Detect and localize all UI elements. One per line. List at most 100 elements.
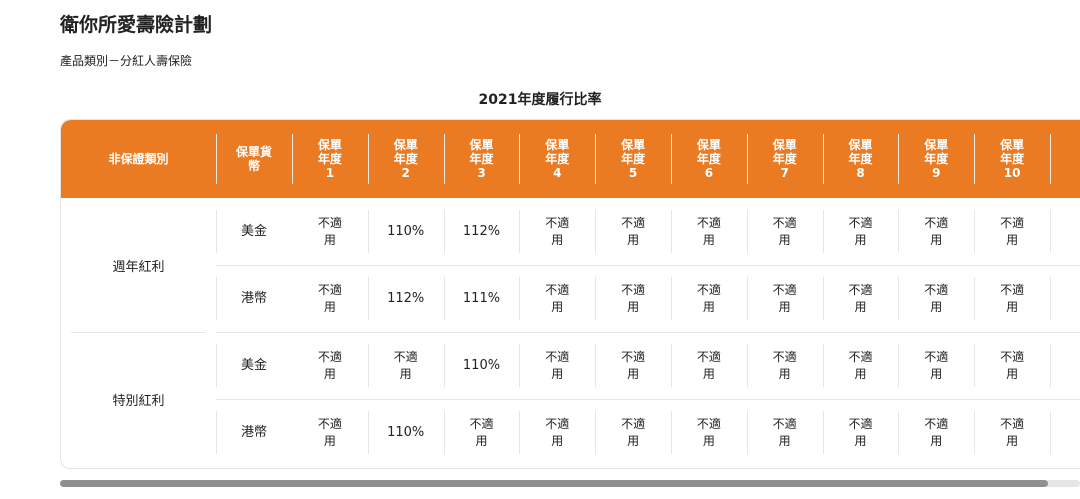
header-year-number: 9 [932,166,941,180]
not-applicable-text: 不適用 [1000,215,1025,247]
not-applicable-cell: 不適用 [747,399,823,466]
not-applicable-text: 不適用 [1000,349,1025,381]
not-applicable-text: 不適用 [621,282,646,314]
not-applicable-cell: 不適用 [671,399,747,466]
column-separator [671,210,672,253]
header-separator [671,134,672,184]
column-separator [898,411,900,454]
column-separator [519,411,521,454]
not-applicable-cell: 不適用 [292,198,368,265]
column-separator [367,210,369,253]
not-applicable-text: 不適用 [469,416,494,448]
group-label-0: 週年紅利 [112,259,165,275]
not-applicable-cell: 不適用 [898,332,974,399]
not-applicable-cell: 不適用 [974,265,1050,332]
column-separator [671,411,672,454]
not-applicable-cell: 不適用 [368,332,444,399]
ratio-cell: 110% [462,358,501,373]
header-year-number: 6 [704,166,714,180]
horizontal-scrollbar-thumb[interactable] [60,480,1048,487]
column-separator [1050,277,1051,320]
header-year-number: 7 [780,166,789,180]
header-policy-year-3: 保單 年度 3 [444,120,520,198]
not-applicable-text: 不適用 [545,416,570,448]
header-year-line1: 保單 [469,138,494,152]
fulfillment-ratio-table: 非保證類別 保單貨幣保單 年度 1 保單 年度 2 保單 年度 3 保單 年度 4 保單 年度 5 保單 年度 6 保… [60,119,1080,469]
not-applicable-text: 不適用 [772,416,797,448]
not-applicable-cell: 不適用 [974,399,1050,466]
header-separator [519,134,521,184]
column-separator [595,344,597,387]
not-applicable-cell: 不適用 [898,265,974,332]
header-year-line2: 年度 [696,152,721,166]
ratio-cell: 112% [462,224,501,239]
not-applicable-cell: 不適用 [823,265,899,332]
page-title: 衛你所愛壽險計劃 [60,14,213,36]
not-applicable-cell: 不適用 [747,265,823,332]
not-applicable-cell: 不適用 [671,265,747,332]
column-separator [519,344,521,387]
not-applicable-text: 不適用 [1000,282,1025,314]
header-category-label: 非保證類別 [108,152,169,166]
header-year-number: 5 [628,166,638,180]
not-applicable-cell: 不適用 [519,265,595,332]
header-year-line1: 保單 [545,138,570,152]
not-applicable-text: 不適用 [317,349,342,381]
not-applicable-cell: 不適用 [519,399,595,466]
not-applicable-cell: 不適用 [444,399,520,466]
header-policy-currency: 保單貨幣 [216,120,292,198]
column-separator [974,277,976,320]
header-currency-line2: 幣 [247,159,260,173]
not-applicable-cell: 不適用 [974,198,1050,265]
not-applicable-text: 不適用 [621,416,646,448]
not-applicable-cell: 不適用 [974,332,1050,399]
currency-cell: 美金 [240,358,267,373]
column-separator [974,210,976,253]
column-separator [974,344,976,387]
header-policy-year-6: 保單 年度 6 [671,120,747,198]
header-year-line2: 年度 [1000,152,1025,166]
header-year-line1: 保單 [924,138,949,152]
header-policy-year-7: 保單 年度 7 [747,120,823,198]
not-applicable-text: 不適用 [848,349,873,381]
not-applicable-text: 不適用 [696,349,721,381]
header-currency-line1: 保單貨 [235,145,272,159]
column-separator [822,210,824,253]
column-separator [367,411,369,454]
header-year-number: 2 [401,166,410,180]
column-separator [898,277,900,320]
header-year-line1: 保單 [696,138,721,152]
not-applicable-text: 不適用 [924,215,949,247]
not-applicable-text: 不適用 [696,215,721,247]
not-applicable-text: 不適用 [924,349,949,381]
column-separator [443,344,445,387]
header-separator [292,134,293,184]
not-applicable-text: 不適用 [924,282,949,314]
column-separator [367,344,369,387]
not-applicable-cell: 不適用 [747,332,823,399]
currency-cell: 港幣 [240,425,267,440]
header-year-line1: 保單 [621,138,646,152]
not-applicable-cell: 不適用 [898,399,974,466]
row-divider [216,399,1080,400]
header-separator [443,134,445,184]
ratio-cell: 111% [462,291,501,306]
column-separator [822,344,824,387]
column-separator [216,411,217,454]
header-policy-year-4: 保單 年度 4 [519,120,595,198]
ratio-cell: 110% [387,425,425,440]
not-applicable-cell: 不適用 [519,198,595,265]
header-year-line1: 保單 [1000,138,1025,152]
header-year-number: 8 [856,166,865,180]
not-applicable-text: 不適用 [848,282,873,314]
not-applicable-cell: 不適用 [823,332,899,399]
not-applicable-cell: 不適用 [292,265,368,332]
column-separator [746,210,748,253]
not-applicable-text: 不適用 [621,215,646,247]
header-policy-year-5: 保單 年度 5 [595,120,671,198]
header-year-number: 10 [1003,166,1021,180]
not-applicable-text: 不適用 [545,282,570,314]
group-label-1: 特別紅利 [112,393,165,409]
header-non-guaranteed-category: 非保證類別 [61,120,216,198]
not-applicable-text: 不適用 [772,282,797,314]
